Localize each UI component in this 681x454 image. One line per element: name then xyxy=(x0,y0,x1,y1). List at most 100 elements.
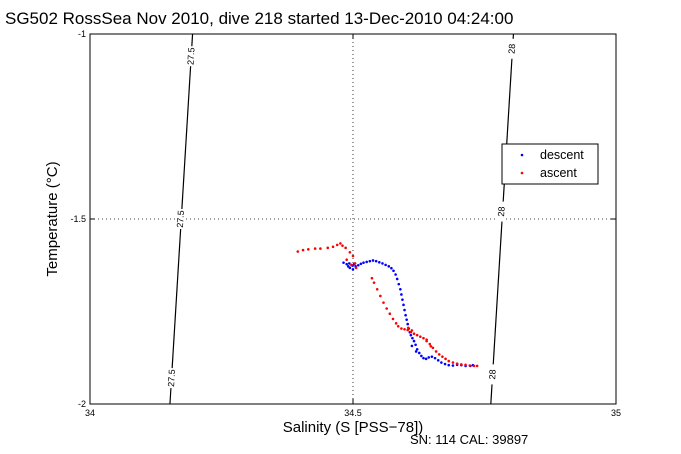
descent-point xyxy=(356,263,360,267)
ascent-point xyxy=(339,242,342,245)
grid-lines xyxy=(90,34,616,404)
descent-point xyxy=(409,333,413,337)
descent-point xyxy=(365,260,368,264)
descent-point xyxy=(411,336,414,340)
descent-point xyxy=(422,356,425,360)
ascent-point xyxy=(372,281,376,284)
ascent-point xyxy=(375,288,379,291)
descent-point xyxy=(395,277,399,281)
descent-point xyxy=(406,322,410,326)
descent-point xyxy=(405,318,408,321)
ascent-point xyxy=(447,359,451,363)
ascent-point xyxy=(410,329,414,332)
descent-point xyxy=(420,354,423,358)
ascent-point xyxy=(400,327,403,330)
contour-label-background xyxy=(497,201,505,222)
ascent-point xyxy=(403,327,406,331)
y-axis-label: Temperature (°C) xyxy=(44,161,61,276)
ascent-point xyxy=(406,328,410,332)
ascent-point xyxy=(370,276,374,280)
descent-point xyxy=(401,298,404,301)
legend-label-ascent: ascent xyxy=(540,166,577,180)
ascent-point xyxy=(306,248,310,251)
ascent-point xyxy=(348,251,352,254)
ascent-point xyxy=(341,244,344,247)
contour-label-background xyxy=(508,38,516,59)
contour-label: 28 xyxy=(507,43,518,54)
descent-point xyxy=(440,361,443,364)
ascent-point xyxy=(464,363,467,367)
ascent-point xyxy=(434,350,438,353)
descent-point xyxy=(443,362,447,366)
ascent-point xyxy=(345,258,348,262)
contour-label-background xyxy=(168,368,176,389)
density-contours: 27.5 27.5 27.5 28 28 28 xyxy=(166,33,518,405)
x-axis-label: Salinity (S [PSS−78]) xyxy=(283,419,423,436)
descent-point xyxy=(417,351,421,355)
y-tick-label: -1 xyxy=(78,29,86,39)
descent-point xyxy=(412,339,416,343)
ascent-point xyxy=(425,338,428,341)
legend: descent ascent xyxy=(501,143,599,185)
ascent-point xyxy=(388,312,392,316)
ascent-point xyxy=(419,335,422,338)
legend-box xyxy=(501,143,599,185)
ascent-point xyxy=(351,254,355,258)
ascent-point xyxy=(354,266,358,270)
ascent-point xyxy=(444,357,447,361)
descent-point xyxy=(345,262,348,266)
descent-point xyxy=(397,282,401,286)
ascent-point xyxy=(335,243,339,247)
descent-point xyxy=(362,261,365,264)
ascent-point xyxy=(412,332,416,336)
x-tick-label: 34.5 xyxy=(344,408,362,418)
descent-point xyxy=(378,260,381,264)
ascent-point xyxy=(350,263,353,267)
descent-point xyxy=(387,265,391,268)
legend-label-descent: descent xyxy=(540,148,584,162)
ascent-point xyxy=(451,361,455,364)
ascent-point xyxy=(313,247,317,250)
descent-point xyxy=(348,262,351,265)
ascent-point xyxy=(437,353,441,356)
descent-point xyxy=(368,259,372,263)
descent-point xyxy=(394,273,397,276)
ascent-point xyxy=(422,336,425,340)
data-points xyxy=(296,242,479,368)
descent-point xyxy=(384,263,387,267)
ascent-point xyxy=(301,248,305,252)
contour-label: 28 xyxy=(496,206,507,217)
ascent-point xyxy=(385,307,388,310)
ascent-point xyxy=(326,246,330,250)
descent-point xyxy=(351,268,355,271)
contour-label: 27.5 xyxy=(175,210,186,228)
ascent-point xyxy=(415,333,419,337)
descent-point xyxy=(447,363,451,367)
legend-marker-descent xyxy=(520,153,524,157)
ascent-point xyxy=(382,301,385,304)
ascent-point xyxy=(396,325,400,328)
contour-label-background xyxy=(187,46,195,67)
ascent-point xyxy=(319,247,322,250)
axis-ticks: 34 34.5 35 -1 -1.5 -2 xyxy=(70,29,621,418)
legend-marker-ascent xyxy=(520,171,524,175)
descent-point xyxy=(430,355,434,358)
ascent-point xyxy=(331,245,335,249)
chart-title: SG502 RossSea Nov 2010, dive 218 started… xyxy=(5,9,513,28)
descent-point xyxy=(374,259,378,263)
descent-point xyxy=(433,356,437,360)
contour-label-background xyxy=(488,364,496,385)
ascent-point xyxy=(455,362,459,365)
contour-label-background xyxy=(176,209,184,229)
descent-point xyxy=(403,308,406,312)
descent-point xyxy=(410,344,414,348)
descent-point xyxy=(402,303,405,307)
descent-point xyxy=(415,347,419,351)
ascent-point xyxy=(353,262,357,265)
ascent-point xyxy=(468,364,472,367)
descent-point xyxy=(399,288,402,291)
descent-point xyxy=(392,269,395,273)
ascent-point xyxy=(406,326,410,330)
ascent-point xyxy=(429,344,433,348)
